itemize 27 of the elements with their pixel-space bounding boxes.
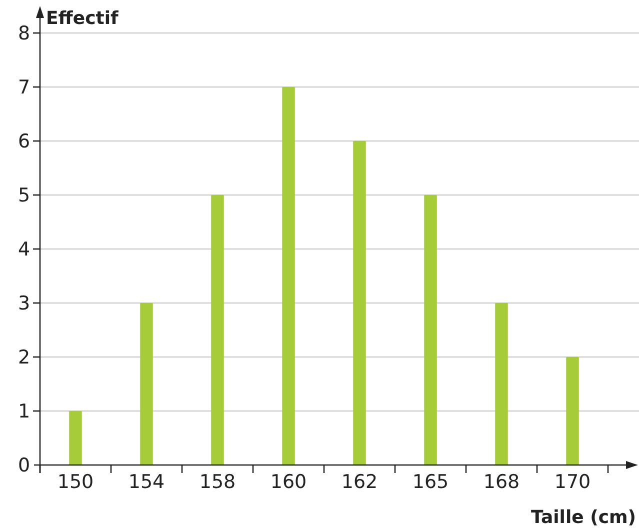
y-tick-label: 7 (18, 76, 30, 99)
x-tick-label: 154 (128, 471, 165, 493)
x-tick-label: 162 (341, 471, 378, 493)
bar (353, 141, 366, 465)
y-tick-label: 2 (18, 346, 30, 369)
x-axis-title: Taille (cm) (531, 507, 636, 528)
x-tick-label: 165 (412, 471, 449, 493)
bar (69, 411, 82, 465)
x-tick-label: 160 (270, 471, 307, 493)
y-tick-label: 0 (18, 454, 30, 477)
bar (495, 303, 508, 465)
x-tick-label: 168 (483, 471, 520, 493)
bar (211, 195, 224, 465)
x-tick-label: 170 (554, 471, 591, 493)
y-tick-label: 1 (18, 400, 30, 423)
bar (282, 87, 295, 465)
x-tick-label: 158 (199, 471, 236, 493)
y-tick-label: 6 (18, 130, 30, 153)
bar (424, 195, 437, 465)
y-tick-label: 4 (18, 238, 30, 261)
y-tick-label: 8 (18, 22, 30, 45)
y-axis-title: Effectif (46, 8, 119, 29)
y-tick-label: 5 (18, 184, 30, 207)
bar (140, 303, 153, 465)
x-tick-label: 150 (57, 471, 94, 493)
bar (566, 357, 579, 465)
y-tick-label: 3 (18, 292, 30, 315)
